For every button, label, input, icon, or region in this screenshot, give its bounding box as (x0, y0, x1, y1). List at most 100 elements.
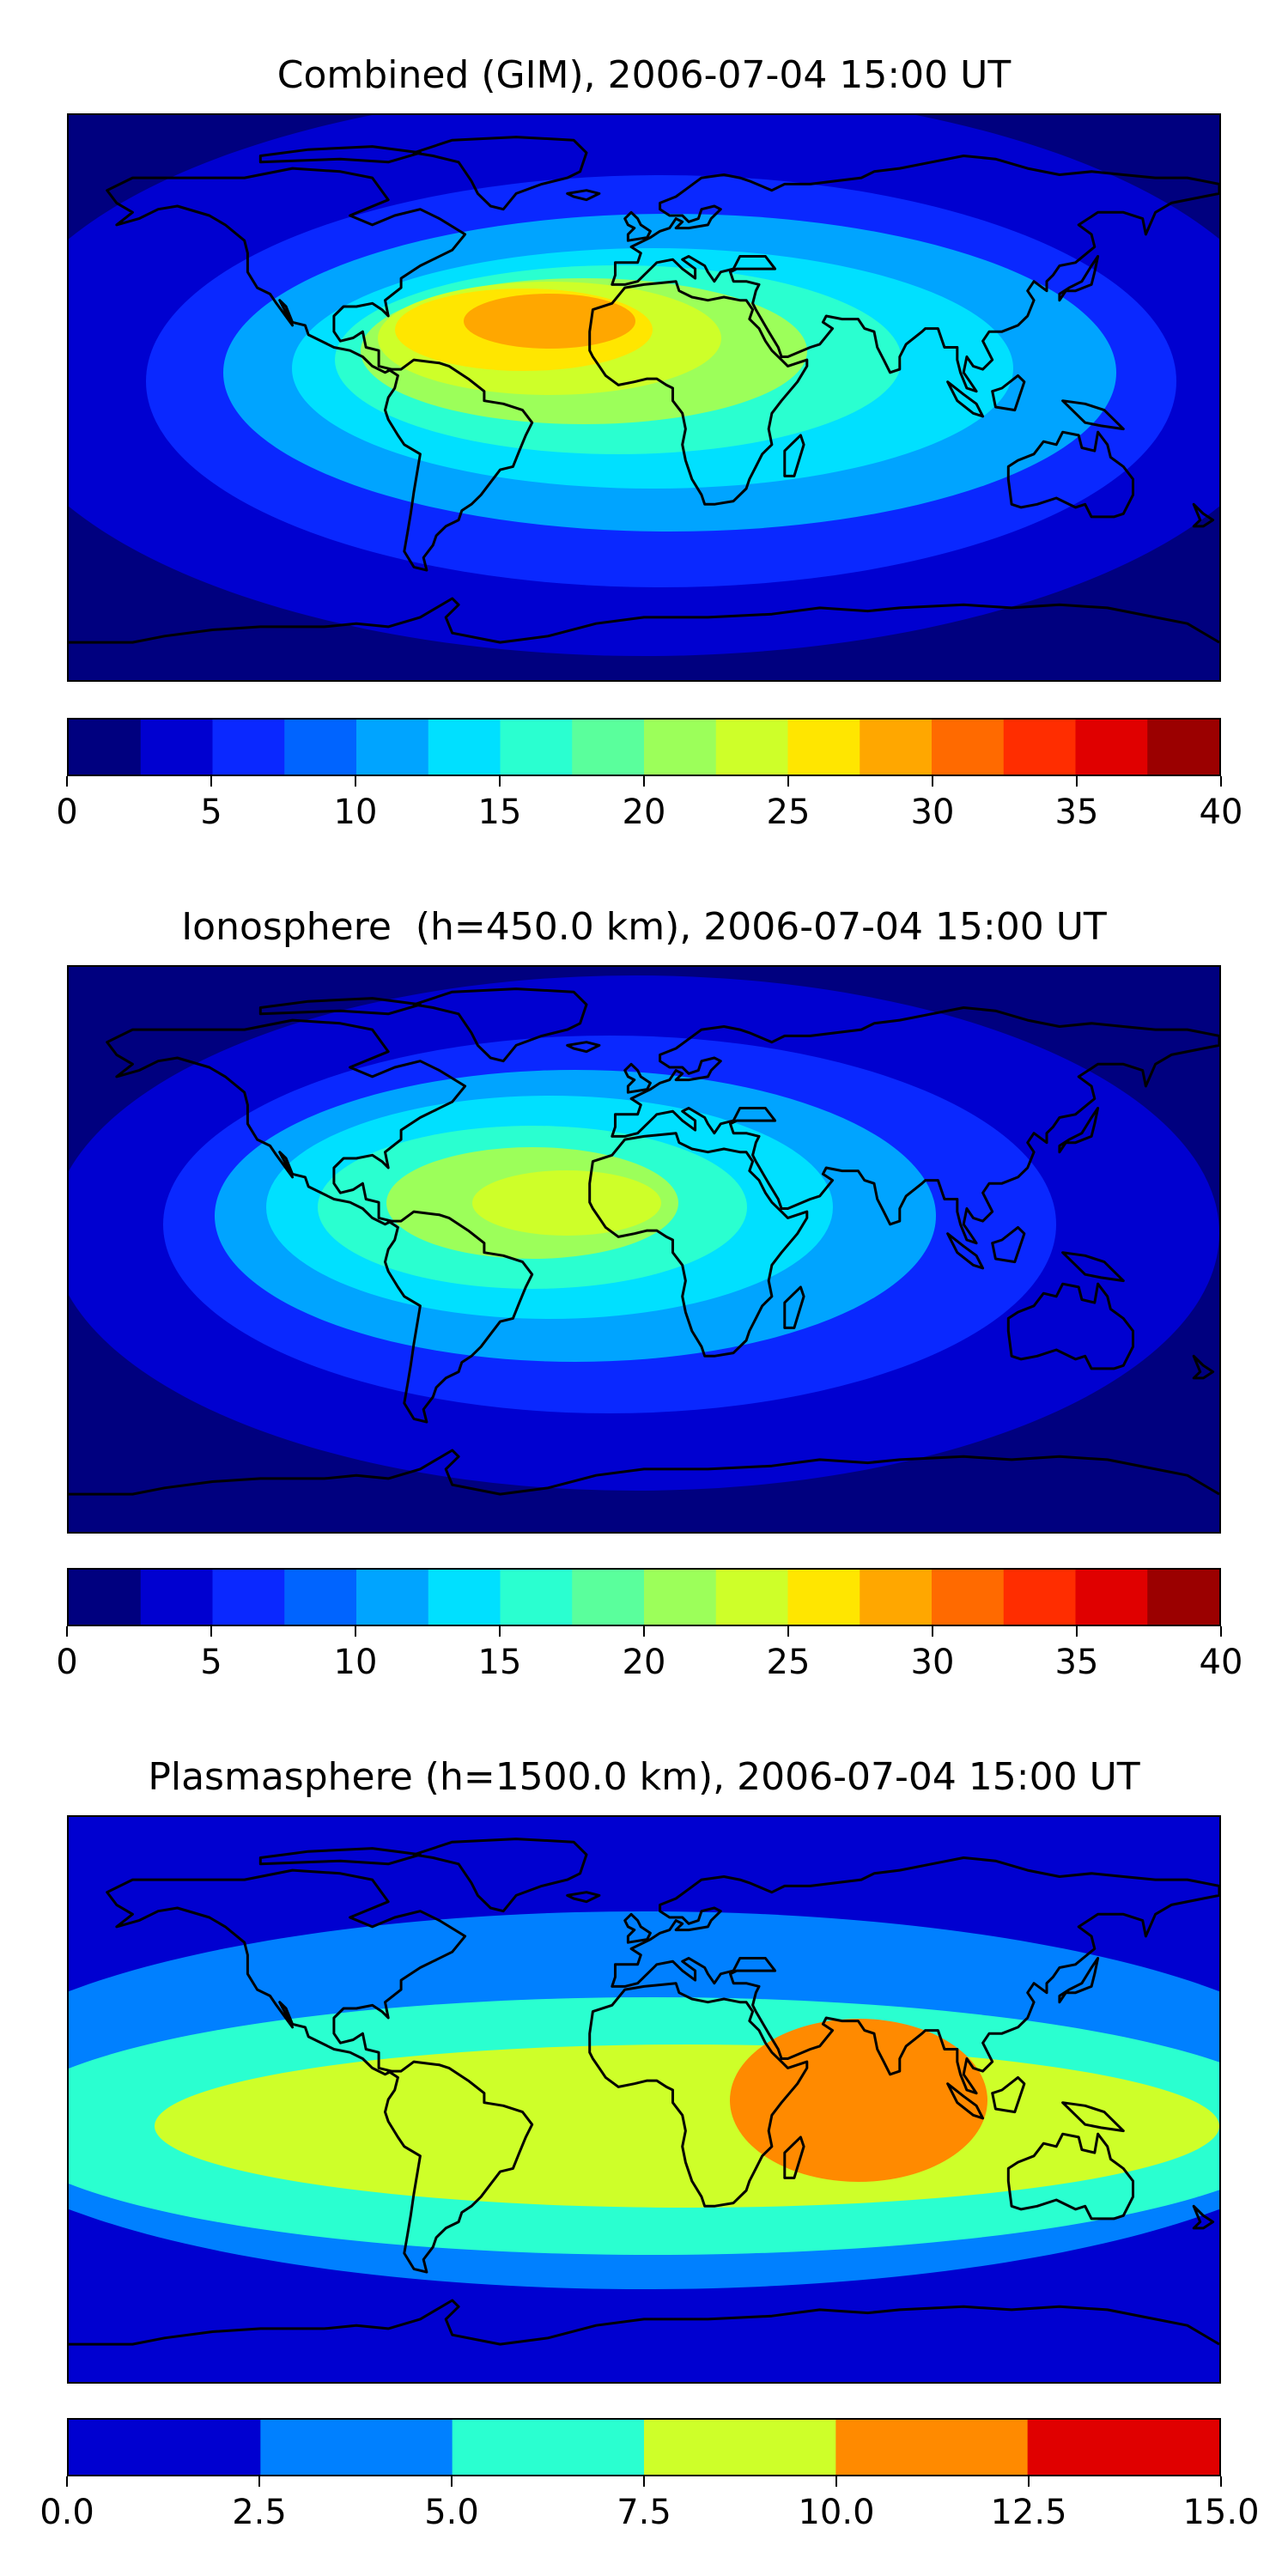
tec-field-combined (69, 115, 1219, 680)
colorbar-segment (69, 2420, 261, 2475)
coastline-borneo (991, 2075, 1026, 2114)
colorbar-segment (787, 720, 860, 775)
colorbar-segment (932, 720, 1005, 775)
panel-title-plasmasphere: Plasmasphere (h=1500.0 km), 2006-07-04 1… (148, 1755, 1140, 1799)
colorbar-segment (428, 1570, 501, 1625)
colorbar-segment (644, 720, 717, 775)
coastline-new-zealand (1192, 502, 1215, 528)
map-plasmasphere (67, 1815, 1221, 2384)
colorbar-ticks-ionosphere: 0 5 10 15 20 25 30 35 40 (56, 1626, 1242, 1682)
colorbar-tick (643, 1626, 645, 1637)
colorbar-tick-label: 15 (477, 1643, 522, 1682)
coastline-japan (1058, 1107, 1100, 1154)
colorbar-tick (1220, 1626, 1222, 1637)
coastline-uk (623, 1062, 652, 1094)
colorbar-segment (644, 2420, 836, 2475)
colorbar-ticks-combined: 0 5 10 15 20 25 30 35 40 (56, 776, 1242, 832)
colorbar-segment (1003, 720, 1077, 775)
colorbar-tick (1028, 2476, 1030, 2487)
colorbar-segment (1147, 720, 1219, 775)
colorbar-tick (355, 776, 356, 787)
coastline-north-america (106, 167, 467, 374)
colorbar-tick-label: 0 (56, 793, 78, 832)
coastlines-plasmasphere (69, 1838, 1219, 2346)
colorbar-tick (932, 776, 933, 787)
tec-contour-band (472, 1170, 661, 1236)
colorbar-tick (451, 2476, 453, 2487)
colorbar-segment (140, 1570, 214, 1625)
colorbar-segment (860, 720, 933, 775)
colorbar-tick-label: 40 (1199, 1643, 1243, 1682)
colorbar-segment (1147, 1570, 1219, 1625)
coastline-antarctica (69, 2299, 1219, 2346)
coastline-new-guinea (1061, 399, 1125, 431)
coastline-indonesia (946, 1232, 985, 1270)
colorbar-ticks-plasmasphere: 0.0 2.5 5.0 7.5 10.0 12.5 15.0 (39, 2476, 1260, 2532)
colorbar-tick-label: 5 (200, 1643, 222, 1682)
colorbar-segment (260, 2420, 453, 2475)
tec-contour-band (730, 2019, 987, 2182)
colorbar-tick-label: 10 (333, 1643, 378, 1682)
coastline-new-zealand (1192, 1354, 1215, 1380)
colorbar-segment (69, 720, 142, 775)
colorbar-tick-label: 40 (1199, 793, 1243, 832)
colorbar-tick-label: 30 (910, 793, 955, 832)
coastline-iceland (566, 1891, 601, 1904)
coastline-eurasia (611, 155, 1219, 393)
coastline-indonesia (946, 2082, 985, 2120)
colorbar-segment (140, 720, 214, 775)
coastline-iceland (566, 189, 601, 202)
colorbar-segment (572, 720, 645, 775)
colorbar-segment (715, 720, 789, 775)
colorbar-tick (835, 2476, 837, 2487)
coastline-eurasia (611, 1006, 1219, 1245)
colorbar-tick-label: 2.5 (232, 2493, 287, 2532)
colorbar-tick (1220, 2476, 1222, 2487)
colorbar-tick (787, 1626, 789, 1637)
colorbar-tick (258, 2476, 260, 2487)
colorbar-segment (500, 720, 573, 775)
coastline-madagascar (783, 2136, 805, 2179)
colorbar-tick (355, 1626, 356, 1637)
coastline-south-america (384, 358, 534, 572)
colorbar-tick-label: 10 (333, 793, 378, 832)
coastline-australia (1006, 430, 1134, 519)
coastline-australia (1006, 1282, 1134, 1370)
colorbar-segment (932, 1570, 1005, 1625)
coastline-borneo (991, 374, 1026, 412)
colorbar-tick-label: 20 (622, 1643, 666, 1682)
coastlines-ionosphere (69, 987, 1219, 1496)
colorbar-tick (1220, 776, 1222, 787)
colorbar-tick-label: 30 (910, 1643, 955, 1682)
coastline-borneo (991, 1225, 1026, 1264)
coastline-iceland (566, 1041, 601, 1054)
colorbar-tick-label: 5 (200, 793, 222, 832)
coastline-new-guinea (1061, 1251, 1125, 1283)
colorbar-tick-label: 5.0 (424, 2493, 479, 2532)
colorbar-segment (284, 720, 357, 775)
colorbar-segment (284, 1570, 357, 1625)
coastline-north-america (106, 1868, 467, 2076)
coastline-arctic-islands (258, 145, 422, 164)
colorbar-tick (1076, 776, 1078, 787)
colorbar-combined (67, 718, 1221, 776)
coastline-north-america (106, 1018, 467, 1226)
coastline-greenland (412, 136, 588, 211)
coastline-antarctica (69, 597, 1219, 644)
tec-field-plasmasphere (69, 1817, 1219, 2382)
map-combined (67, 113, 1221, 682)
colorbar-segment (835, 2420, 1029, 2475)
colorbar-segment (715, 1570, 789, 1625)
colorbar-segment (1027, 2420, 1219, 2475)
colorbar-tick (210, 1626, 212, 1637)
coastline-indonesia (946, 380, 985, 418)
colorbar-segment (212, 1570, 285, 1625)
colorbar-tick (932, 1626, 933, 1637)
colorbar-segment (572, 1570, 645, 1625)
colorbar-tick-label: 0 (56, 1643, 78, 1682)
colorbar-segment (500, 1570, 573, 1625)
colorbar-segment (787, 1570, 860, 1625)
colorbar-tick (499, 1626, 501, 1637)
colorbar-segment (860, 1570, 933, 1625)
colorbar-segment (356, 1570, 429, 1625)
